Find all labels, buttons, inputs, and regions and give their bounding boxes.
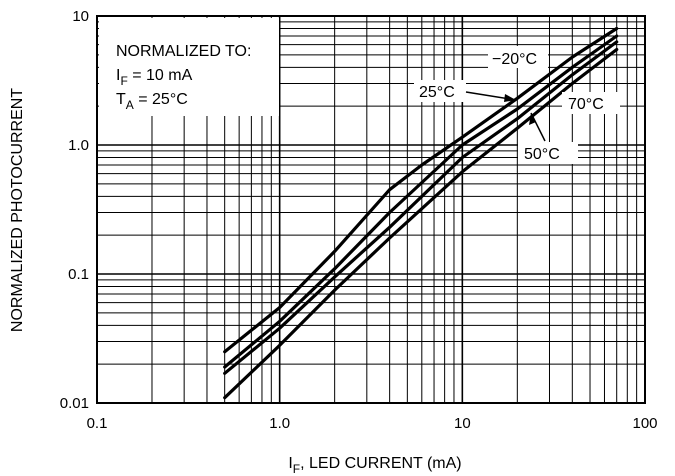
series-label-25: 25°C	[419, 84, 455, 101]
x-tick-label: 10	[454, 415, 471, 432]
y-tick-labels: 0.01 0.1 1.0 10	[60, 8, 89, 412]
y-tick-label: 0.01	[60, 395, 89, 412]
x-tick-label: 100	[632, 415, 657, 432]
note-line1: NORMALIZED TO:	[116, 43, 251, 60]
series-line-2	[223, 40, 619, 375]
series-label-70: 70°C	[568, 96, 604, 113]
arrowhead-50	[529, 113, 536, 125]
series-line-3	[223, 47, 619, 400]
series-label-minus20: −20°C	[492, 51, 537, 68]
x-tick-label: 1.0	[269, 415, 290, 432]
label-bg-25	[414, 80, 466, 102]
series-line-1	[223, 34, 619, 369]
note-line2: IF = 10 mA	[116, 67, 193, 88]
y-tick-label: 0.1	[68, 266, 89, 283]
x-axis-label: IF, LED CURRENT (mA)	[288, 455, 461, 476]
label-bg-50	[518, 142, 578, 164]
y-tick-label: 10	[72, 8, 89, 25]
plot-frame	[96, 15, 646, 404]
label-bg-70	[562, 92, 620, 114]
series-lines	[223, 26, 619, 400]
y-tick-label: 1.0	[68, 137, 89, 154]
y-axis-label: NORMALIZED PHOTOCURRENT	[9, 88, 26, 332]
normalization-note-box	[99, 18, 279, 116]
series-label-50: 50°C	[524, 146, 560, 163]
arrowhead-25	[504, 94, 516, 102]
x-tick-labels: 0.1 1.0 10 100	[87, 415, 658, 432]
x-tick-label: 0.1	[87, 415, 108, 432]
note-line3: TA = 25°C	[116, 91, 188, 112]
label-bg-minus20	[488, 46, 548, 68]
series-line-0	[223, 26, 619, 354]
